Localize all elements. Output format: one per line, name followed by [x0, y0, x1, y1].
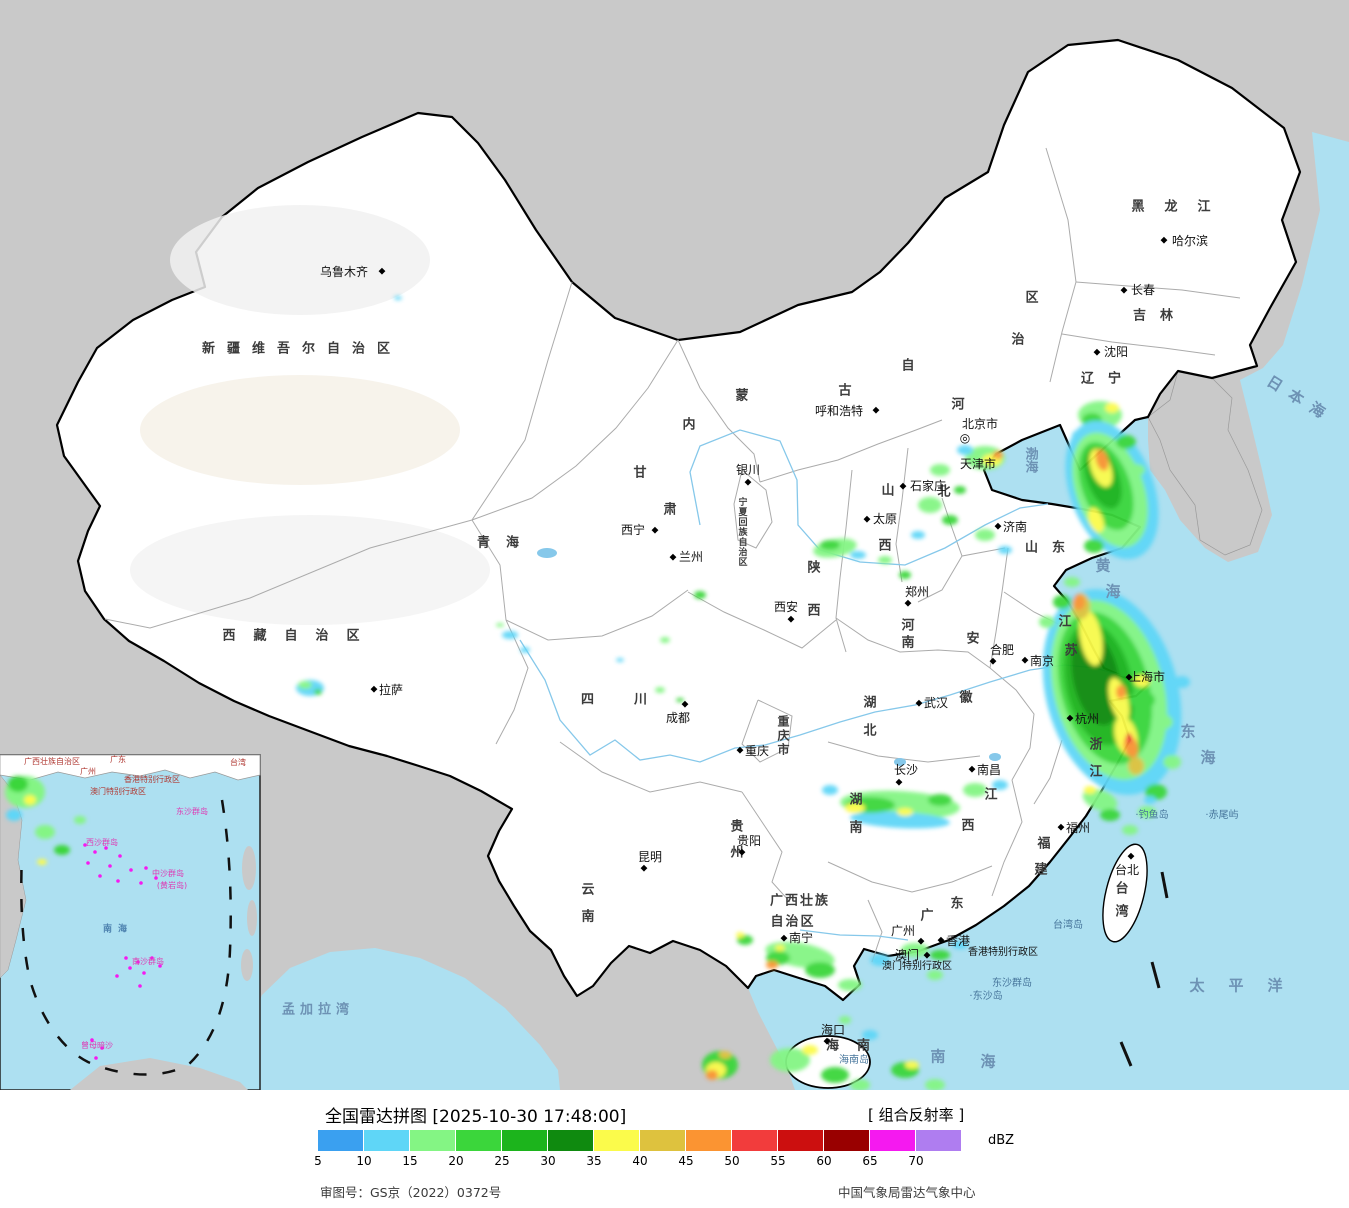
china-radar-map: 新疆维吾尔自治区 西藏自治区 青海甘肃内蒙古自治区宁夏回族自治区陕西山西河北山东 河南…: [0, 0, 1349, 1090]
inset-reef-marks: [83, 843, 162, 1060]
legend-value-label: 55: [770, 1154, 786, 1168]
legend-value-label: 30: [540, 1154, 556, 1168]
legend-value-label: 70: [908, 1154, 924, 1168]
rivers: [519, 429, 1125, 941]
legend-value-label: 50: [724, 1154, 740, 1168]
legend-color-cell: [502, 1130, 547, 1151]
data-source-credit: 中国气象局雷达气象中心: [838, 1185, 976, 1200]
legend-value-label: 25: [494, 1154, 510, 1168]
legend-unit-label: dBZ: [988, 1133, 1015, 1148]
radar-echo-layer: [296, 296, 1190, 1090]
legend-value-label: 20: [448, 1154, 464, 1168]
legend-color-cell: [318, 1130, 363, 1151]
legend-color-cell: [916, 1130, 961, 1151]
map-canvas: [0, 0, 1349, 1090]
legend-color-cell: [364, 1130, 409, 1151]
legend-color-cell: [870, 1130, 915, 1151]
legend-color-cell: [640, 1130, 685, 1151]
lakes: [537, 548, 1001, 766]
terrain-shading: [130, 205, 490, 625]
taiwan-island-shape: [1102, 843, 1148, 943]
legend-value-label: 35: [586, 1154, 602, 1168]
product-label: [ 组合反射率 ]: [868, 1106, 965, 1124]
map-license-number: 审图号：GS京（2022）0372号: [320, 1185, 502, 1200]
legend-color-cell: [410, 1130, 455, 1151]
legend-value-label: 15: [402, 1154, 418, 1168]
inset-map-south-china-sea: [0, 754, 261, 1090]
legend-value-label: 65: [862, 1154, 878, 1168]
legend-value-label: 45: [678, 1154, 694, 1168]
russia-corner: [1305, 0, 1349, 130]
legend-value-label: 40: [632, 1154, 648, 1168]
nine-dash-line: [20, 799, 232, 1076]
legend-value-label: 60: [816, 1154, 832, 1168]
legend-panel: 全国雷达拼图 [2025-10-30 17:48:00] [ 组合反射率 ] 5…: [0, 1090, 1349, 1208]
ocean-east: [748, 132, 1349, 1090]
map-title: 全国雷达拼图 [2025-10-30 17:48:00]: [325, 1107, 627, 1127]
legend-color-bar: [318, 1130, 961, 1151]
legend-color-cell: [824, 1130, 869, 1151]
legend-value-label: 5: [314, 1154, 322, 1168]
legend-color-cell: [456, 1130, 501, 1151]
legend-color-cell: [548, 1130, 593, 1151]
legend-color-cell: [778, 1130, 823, 1151]
legend-value-label: 10: [356, 1154, 372, 1168]
legend-color-cell: [594, 1130, 639, 1151]
maritime-dash-line: [1119, 871, 1169, 1067]
ocean-bay-of-bengal: [233, 948, 560, 1090]
legend-color-cell: [732, 1130, 777, 1151]
legend-color-cell: [686, 1130, 731, 1151]
legend-scale: 5 10 15 20 25 30 35 40 45 50 55 60 65 70: [314, 1154, 1018, 1168]
